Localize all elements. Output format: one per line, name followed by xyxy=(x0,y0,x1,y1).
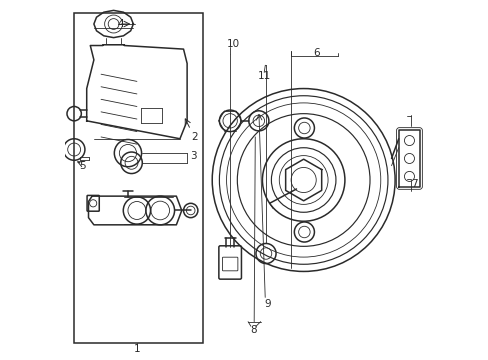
Text: 6: 6 xyxy=(312,48,319,58)
Text: 4: 4 xyxy=(117,19,124,29)
Text: 5: 5 xyxy=(79,161,85,171)
Text: 10: 10 xyxy=(226,39,239,49)
Text: 8: 8 xyxy=(250,325,256,335)
Text: 9: 9 xyxy=(264,299,270,309)
Text: 7: 7 xyxy=(411,179,417,189)
Text: 3: 3 xyxy=(190,150,197,161)
Text: 2: 2 xyxy=(191,132,197,142)
Text: 11: 11 xyxy=(257,71,270,81)
Text: 1: 1 xyxy=(133,344,140,354)
Bar xyxy=(74,13,203,343)
